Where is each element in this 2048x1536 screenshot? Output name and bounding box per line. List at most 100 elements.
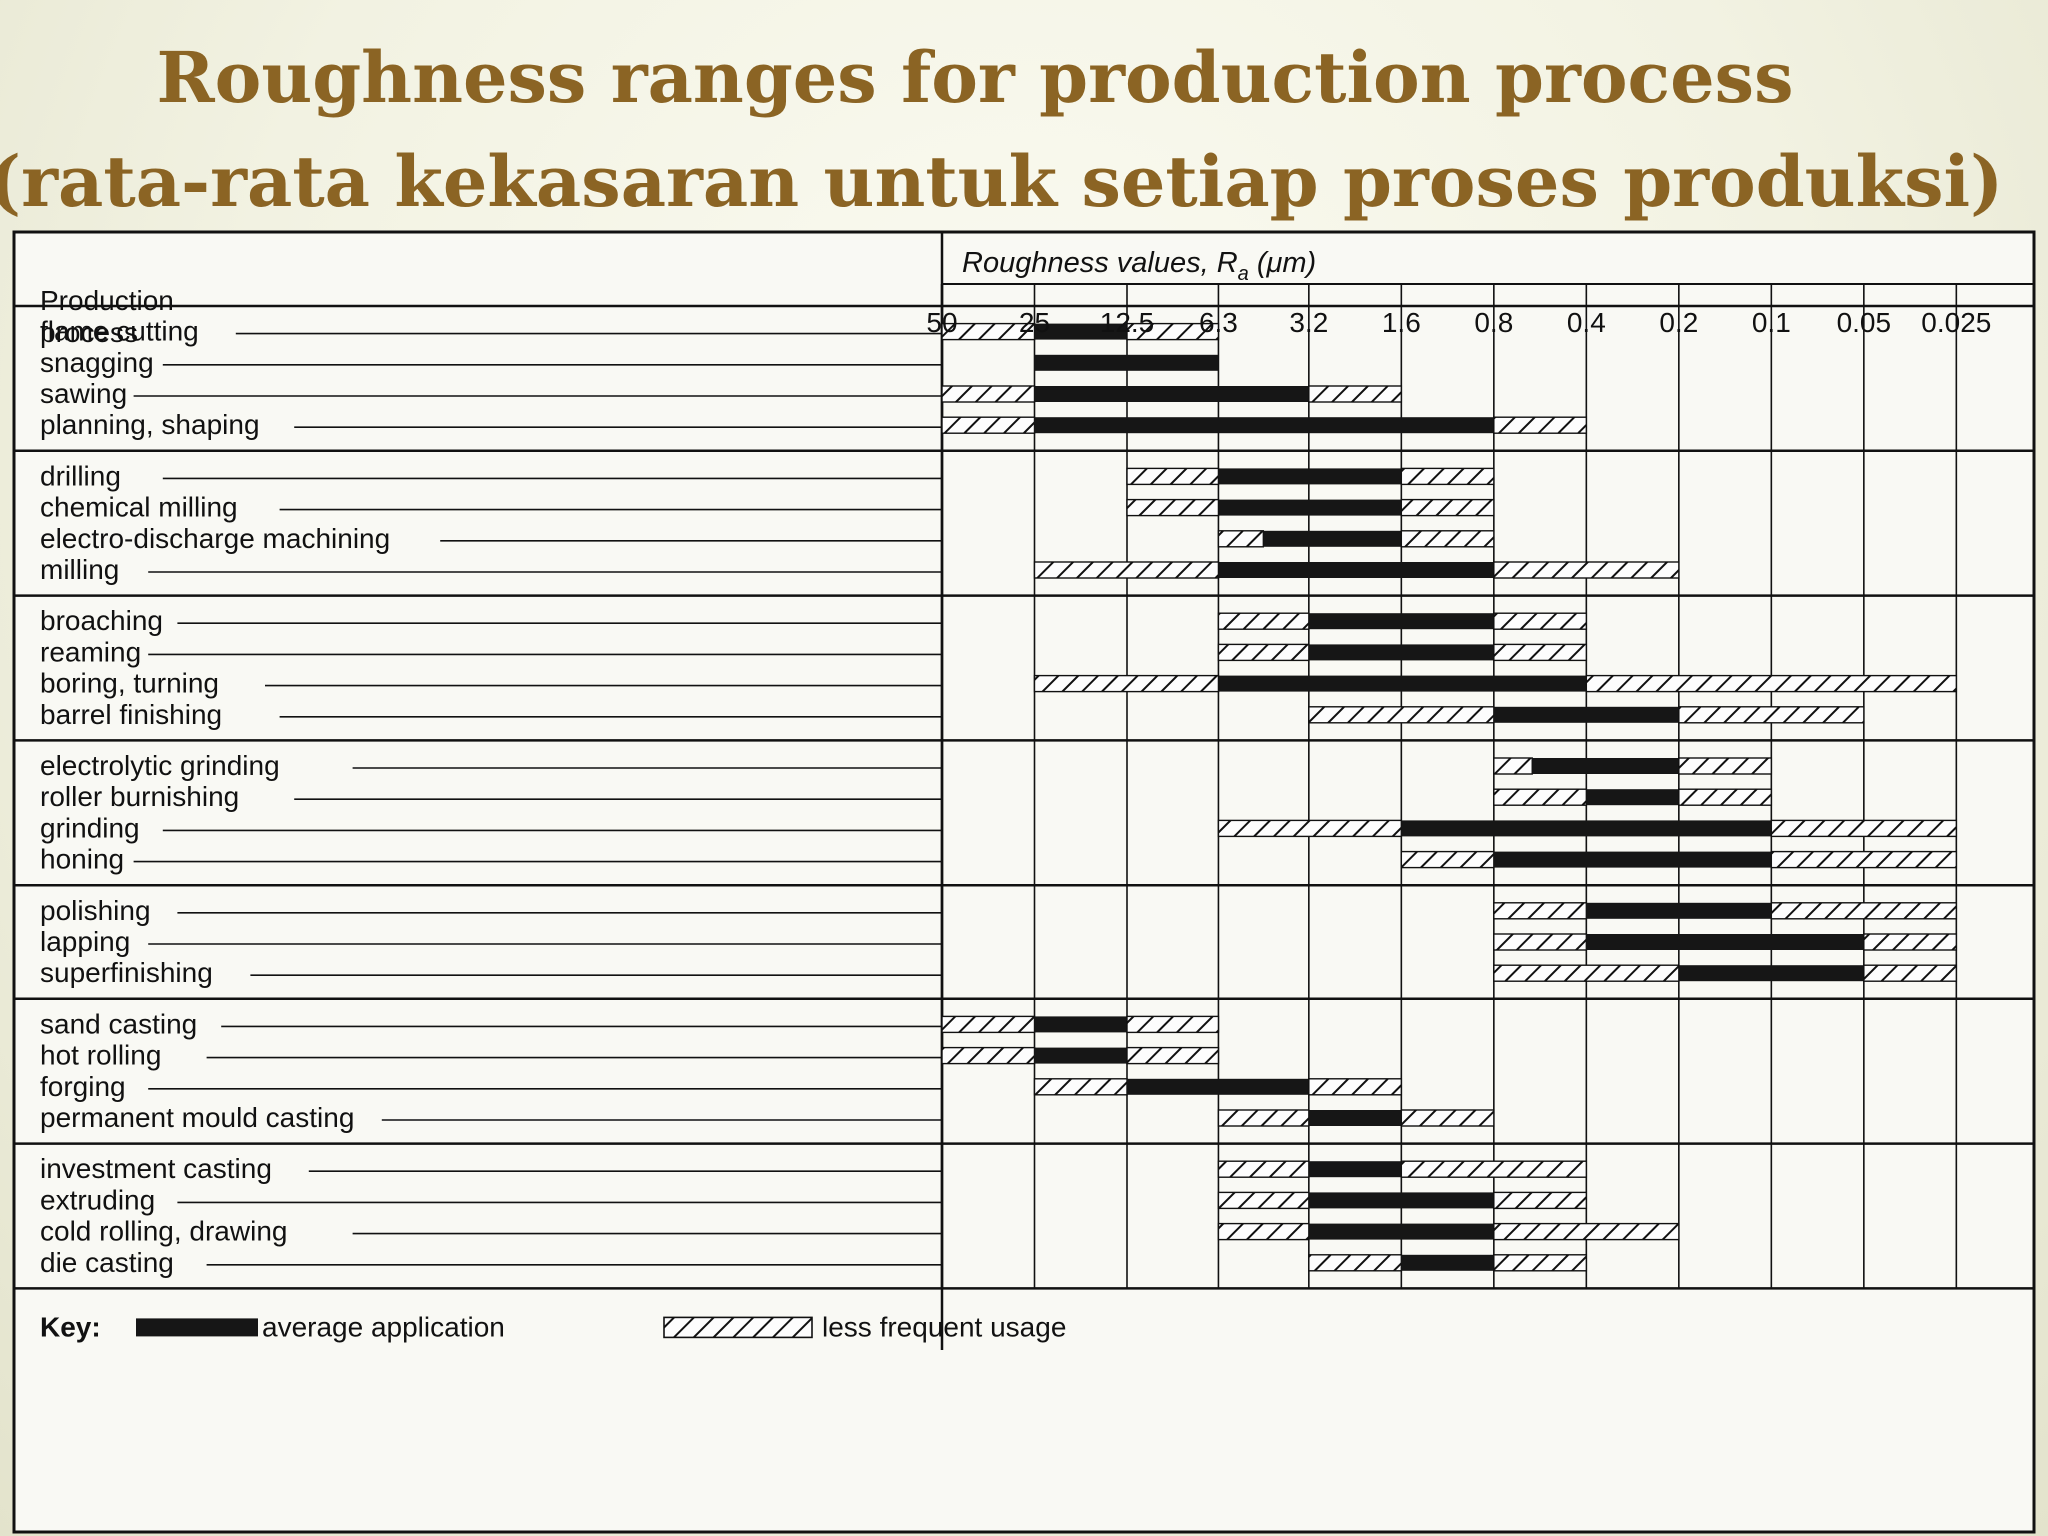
bar-less-frequent-usage	[941, 1046, 1036, 1065]
bar-less-frequent-usage	[1308, 1078, 1403, 1096]
bar-less-frequent-usage	[1217, 1109, 1310, 1127]
process-label: electrolytic grinding	[40, 750, 280, 781]
process-label: honing	[40, 844, 124, 875]
bar-less-frequent-usage	[1308, 385, 1403, 403]
bar-average-application	[1532, 758, 1679, 774]
bar-average-application	[1034, 1047, 1127, 1064]
tick-label: 12.5	[1100, 307, 1155, 338]
bar-less-frequent-usage	[1493, 902, 1588, 920]
key-less-frequent-swatch	[663, 1316, 813, 1339]
process-label: permanent mould casting	[40, 1102, 354, 1133]
tick-label: 0.025	[1921, 307, 1991, 338]
bar-average-application	[1308, 613, 1494, 630]
bar-less-frequent-usage	[941, 385, 1036, 403]
bar-less-frequent-usage	[1217, 1222, 1310, 1241]
process-label: cold rolling, drawing	[40, 1216, 287, 1247]
process-label: hot rolling	[40, 1040, 161, 1071]
bar-average-application	[1401, 820, 1772, 837]
bar-average-application	[1218, 468, 1402, 485]
process-label: planning, shaping	[40, 409, 260, 440]
bar-less-frequent-usage	[1678, 757, 1773, 775]
process-label: boring, turning	[40, 668, 219, 699]
bar-less-frequent-usage	[1493, 416, 1588, 434]
bar-less-frequent-usage	[1400, 1160, 1588, 1178]
bar-average-application	[1034, 417, 1494, 434]
bar-average-application	[1218, 675, 1587, 692]
process-label: barrel finishing	[40, 699, 222, 730]
process-label: grinding	[40, 812, 140, 843]
tick-label: 0.2	[1659, 307, 1698, 338]
process-label: chemical milling	[40, 492, 238, 523]
bar-less-frequent-usage	[1493, 1254, 1588, 1272]
bar-average-application	[1586, 934, 1864, 950]
bar-less-frequent-usage	[1308, 706, 1495, 724]
process-label: lapping	[40, 926, 130, 957]
bar-less-frequent-usage	[1308, 1254, 1403, 1272]
bar-less-frequent-usage	[1126, 467, 1220, 486]
tick-label: 25	[1019, 307, 1050, 338]
bar-average-application	[1034, 386, 1309, 402]
production-process-header: Production process	[40, 285, 174, 348]
bar-less-frequent-usage	[1493, 612, 1588, 630]
key-average-label: average application	[262, 1311, 505, 1342]
bar-less-frequent-usage	[1493, 788, 1588, 806]
process-label: reaming	[40, 636, 141, 667]
bar-less-frequent-usage	[1217, 530, 1265, 548]
bar-less-frequent-usage	[1033, 674, 1220, 693]
tick-label: 0.05	[1837, 307, 1892, 338]
bar-less-frequent-usage	[1400, 850, 1495, 869]
bar-less-frequent-usage	[941, 416, 1036, 434]
process-label: milling	[40, 554, 119, 585]
process-label: investment casting	[40, 1153, 272, 1184]
process-label: broaching	[40, 605, 163, 636]
bar-less-frequent-usage	[1678, 788, 1773, 806]
process-label: polishing	[40, 895, 151, 926]
process-label: drilling	[40, 460, 121, 491]
bar-average-application	[1308, 1161, 1402, 1178]
tick-label: 50	[926, 307, 957, 338]
bar-less-frequent-usage	[1678, 706, 1865, 724]
bar-less-frequent-usage	[1493, 1191, 1588, 1210]
bar-average-application	[1586, 902, 1772, 919]
process-label: forging	[40, 1071, 126, 1102]
tick-label: 0.4	[1567, 307, 1606, 338]
bar-average-application	[1308, 1110, 1402, 1126]
process-label: superfinishing	[40, 957, 213, 988]
process-label: die casting	[40, 1247, 174, 1278]
bar-average-application	[1308, 1192, 1494, 1209]
bar-less-frequent-usage	[1126, 322, 1220, 341]
chart-frame	[12, 230, 2036, 1534]
bar-average-application	[1263, 530, 1402, 547]
bar-less-frequent-usage	[1493, 933, 1588, 951]
bar-less-frequent-usage	[1217, 1191, 1310, 1210]
bar-less-frequent-usage	[1400, 1109, 1495, 1127]
bar-average-application	[1493, 851, 1772, 868]
bar-less-frequent-usage	[1770, 850, 1958, 869]
bar-average-application	[1127, 1078, 1309, 1095]
axis-title: Roughness values, Ra (μm)	[962, 247, 1316, 285]
process-label: sawing	[40, 378, 127, 409]
tick-label: 0.1	[1752, 307, 1791, 338]
bar-less-frequent-usage	[1493, 643, 1588, 662]
slide-title-line-2: (rata-rata kekasaran untuk setiap proses…	[0, 140, 2004, 223]
bar-average-application	[1034, 323, 1127, 340]
tick-label: 0.8	[1474, 307, 1513, 338]
bar-average-application	[1034, 1016, 1127, 1033]
bar-less-frequent-usage	[1493, 964, 1680, 982]
tick-label: 6.3	[1199, 307, 1238, 338]
bar-average-application	[1308, 1223, 1494, 1240]
bar-average-application	[1034, 354, 1219, 371]
bar-less-frequent-usage	[1770, 902, 1958, 920]
process-label: flame cutting	[40, 316, 199, 347]
bar-less-frequent-usage	[1033, 561, 1220, 579]
bar-less-frequent-usage	[1126, 1015, 1220, 1034]
tick-label: 3.2	[1289, 307, 1328, 338]
bar-less-frequent-usage	[1400, 530, 1495, 548]
bar-average-application	[1493, 706, 1679, 723]
process-label: roller burnishing	[40, 781, 239, 812]
key-label: Key:	[40, 1311, 101, 1342]
bar-less-frequent-usage	[1126, 498, 1220, 517]
bar-less-frequent-usage	[1493, 757, 1533, 775]
bar-less-frequent-usage	[1585, 674, 1958, 693]
slide-title-line-1: Roughness ranges for production process	[156, 36, 1794, 119]
